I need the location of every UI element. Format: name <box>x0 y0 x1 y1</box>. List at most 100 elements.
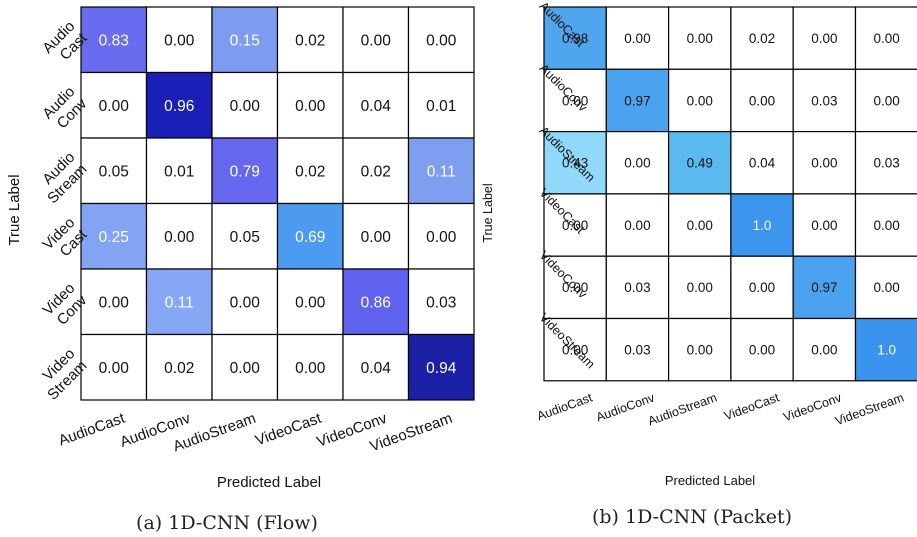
cell-value: 0.15 <box>230 32 260 49</box>
x-tick-label: VideoStream <box>833 390 905 428</box>
heatmap-cell <box>211 268 279 336</box>
cell-value: 0.00 <box>295 98 326 115</box>
cell-value: 0.43 <box>562 156 588 171</box>
figure-caption: (b) 1D-CNN (Packet) <box>592 506 792 528</box>
y-axis-label: True Label <box>481 183 495 242</box>
cell-value: 0.00 <box>99 294 130 311</box>
heatmap-cell <box>667 131 732 195</box>
x-tick-label: AudioStream <box>646 390 719 428</box>
heatmap-cell <box>407 333 475 401</box>
heatmap-cell <box>792 317 857 382</box>
cell-value: 0.83 <box>99 32 129 49</box>
heatmap-cell <box>80 6 148 74</box>
cell-value: 0.05 <box>230 229 260 246</box>
cell-value: 0.00 <box>361 229 392 246</box>
heatmap-cell <box>667 6 732 70</box>
cell-value: 0.00 <box>164 229 195 246</box>
heatmap-cell <box>276 333 344 401</box>
cell-value: 0.00 <box>687 93 713 108</box>
cell-value: 0.97 <box>811 280 837 295</box>
cell-value: 1.0 <box>877 343 896 358</box>
cell-value: 0.98 <box>562 31 588 46</box>
confusion-matrix-flow: 0.83 0.00 0.15 0.02 0.00 0.00 0.00 0.96 0.00 0.00… <box>6 6 475 534</box>
cell-value: 0.02 <box>749 31 775 46</box>
cell-value: 0.00 <box>624 156 650 171</box>
cell-value: 0.02 <box>295 163 325 180</box>
heatmap-cell <box>145 71 213 139</box>
heatmap-cell <box>854 255 917 320</box>
cell-value: 0.00 <box>749 280 775 295</box>
heatmap-cell <box>145 137 213 205</box>
cell-value: 0.05 <box>99 163 129 180</box>
cell-value: 0.00 <box>426 32 457 49</box>
cell-value: 0.00 <box>99 360 130 377</box>
x-axis-label: Predicted Label <box>217 474 321 491</box>
heatmap-cell <box>854 131 917 195</box>
heatmap-cell <box>211 202 279 270</box>
cell-value: 0.00 <box>230 294 261 311</box>
cell-value: 0.00 <box>874 218 900 233</box>
heatmap-cell <box>407 71 475 139</box>
cell-value: 0.00 <box>295 360 326 377</box>
heatmap-cell <box>543 317 607 382</box>
cell-value: 0.00 <box>811 218 837 233</box>
heatmap-cell <box>730 255 794 320</box>
cell-value: 0.04 <box>749 156 776 171</box>
heatmap-cell <box>342 202 410 270</box>
cell-value: 0.03 <box>624 343 650 358</box>
figure-caption: (a) 1D-CNN (Flow) <box>136 512 318 534</box>
heatmap-cell <box>543 131 607 195</box>
heatmap-cell <box>730 317 794 382</box>
heatmap-cell <box>605 317 670 382</box>
heatmap-cell <box>730 68 794 133</box>
cell-value: 0.94 <box>426 360 457 377</box>
heatmap-cell <box>543 68 607 133</box>
cell-value: 0.25 <box>99 229 129 246</box>
heatmap-cell <box>276 268 344 336</box>
cell-value: 0.02 <box>361 163 391 180</box>
heatmap-cell <box>342 137 410 205</box>
heatmap-cell <box>854 317 917 382</box>
cell-value: 0.00 <box>687 31 713 46</box>
cell-value: 0.00 <box>874 31 900 46</box>
cell-value: 0.00 <box>624 218 650 233</box>
heatmap-cell <box>605 68 670 133</box>
cell-value: 0.03 <box>811 93 837 108</box>
cell-value: 0.04 <box>361 98 392 115</box>
heatmap-cell <box>80 268 148 336</box>
cell-value: 0.03 <box>624 280 650 295</box>
heatmap-cell <box>854 68 917 133</box>
heatmap-cell <box>342 333 410 401</box>
cell-value: 0.00 <box>562 218 588 233</box>
heatmap-cell <box>80 202 148 270</box>
cell-value: 0.03 <box>874 156 900 171</box>
cell-value: 0.01 <box>164 163 194 180</box>
heatmap-cell <box>605 131 670 195</box>
cell-value: 0.00 <box>624 31 650 46</box>
cell-value: 0.00 <box>687 280 713 295</box>
heatmap-cell <box>854 6 917 70</box>
cell-value: 0.49 <box>687 156 713 171</box>
cell-value: 0.04 <box>361 360 392 377</box>
heatmap-cell <box>407 137 475 205</box>
heatmap-cell <box>407 6 475 74</box>
cell-value: 0.00 <box>687 343 713 358</box>
heatmap-cell <box>407 268 475 336</box>
cell-value: 0.00 <box>749 343 775 358</box>
heatmap-cell <box>543 193 607 257</box>
cell-value: 0.00 <box>562 343 588 358</box>
cell-value: 0.00 <box>874 93 900 108</box>
heatmap-cell <box>80 333 148 401</box>
cell-value: 0.79 <box>230 163 260 180</box>
cell-value: 0.00 <box>230 98 261 115</box>
heatmap-cell <box>276 202 344 270</box>
heatmap-cell <box>792 131 857 195</box>
x-tick-label: VideoCast <box>722 390 781 423</box>
heatmap-cell <box>276 137 344 205</box>
x-tick-label: VideoCast <box>253 409 324 449</box>
cell-value: 0.01 <box>426 98 456 115</box>
cell-value: 0.00 <box>426 229 457 246</box>
cell-value: 0.97 <box>624 93 650 108</box>
heatmap-cell <box>792 255 857 320</box>
